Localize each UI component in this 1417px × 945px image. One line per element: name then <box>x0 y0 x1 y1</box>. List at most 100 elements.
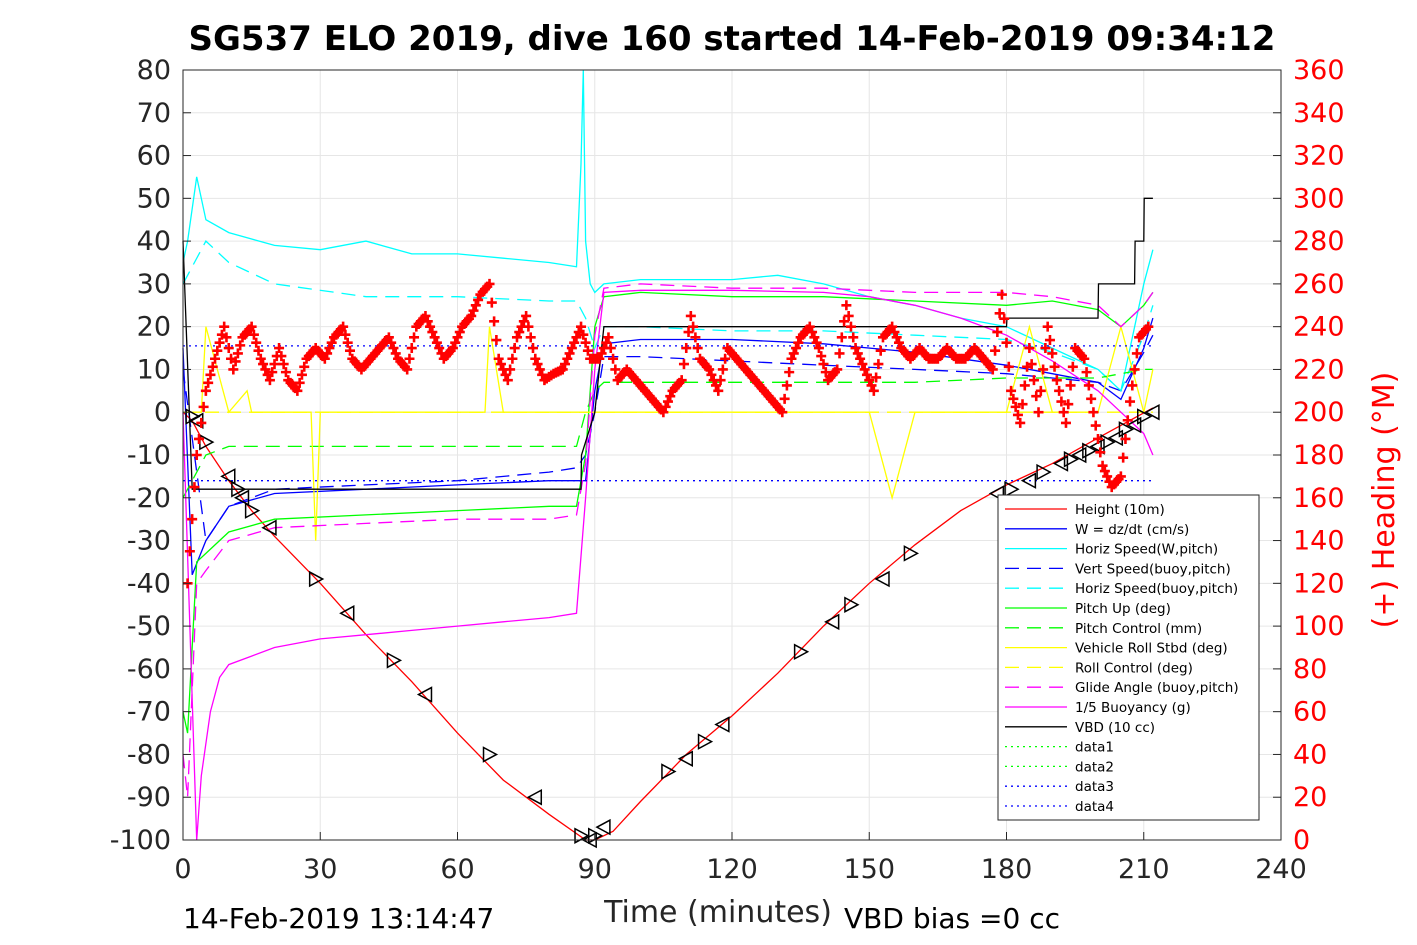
heading-point <box>1095 447 1106 458</box>
legend-label: Horiz Speed(W,pitch) <box>1075 542 1218 558</box>
heading-point <box>692 343 703 354</box>
heading-point <box>873 359 884 370</box>
height-marker <box>1144 403 1160 421</box>
heading-point <box>228 364 239 375</box>
heading-point <box>509 343 520 354</box>
heading-point <box>811 337 822 348</box>
heading-point <box>999 313 1010 324</box>
footer-timestamp: 14-Feb-2019 13:14:47 <box>183 902 494 935</box>
heading-point <box>1001 337 1012 348</box>
heading-point <box>717 364 728 375</box>
heading-point <box>187 514 198 525</box>
y2-tick-label: 340 <box>1293 98 1345 129</box>
heading-point <box>235 340 246 351</box>
y-tick-label: -40 <box>127 568 171 599</box>
heading-point <box>1040 343 1051 354</box>
x-tick-label: 150 <box>843 854 895 885</box>
y2-tick-label: 180 <box>1293 440 1345 471</box>
y-axis-right: 3603403203002802602402202001801601401201… <box>1273 55 1345 856</box>
y-tick-label: -10 <box>127 440 171 471</box>
heading-point <box>420 310 431 321</box>
heading-point <box>861 369 872 380</box>
height-marker <box>595 818 611 836</box>
height-marker <box>1100 433 1116 451</box>
heading-point <box>685 310 696 321</box>
height-marker <box>1137 408 1153 425</box>
y-tick-label: 80 <box>137 55 171 86</box>
heading-point <box>996 289 1007 300</box>
heading-point <box>406 343 417 354</box>
heading-point <box>1081 367 1092 378</box>
heading-point <box>326 337 337 348</box>
height-marker <box>1063 451 1080 468</box>
heading-point <box>212 345 223 356</box>
heading-point <box>1063 399 1074 410</box>
heading-point <box>1047 348 1058 359</box>
heading-point <box>342 337 353 348</box>
heading-point <box>1122 415 1133 426</box>
heading-point <box>992 327 1003 338</box>
heading-point <box>278 359 289 370</box>
heading-point <box>1044 335 1055 346</box>
height-marker <box>482 746 499 763</box>
height-marker <box>244 502 261 519</box>
heading-point <box>388 343 399 354</box>
y2-tick-label: 160 <box>1293 483 1345 514</box>
y-tick-label: 40 <box>137 226 171 257</box>
heading-point <box>665 391 676 402</box>
heading-point <box>527 343 538 354</box>
heading-point <box>434 343 445 354</box>
series-vert_buoy <box>182 334 1154 543</box>
y2-tick-label: 140 <box>1293 526 1345 557</box>
legend-label: data2 <box>1075 759 1114 775</box>
heading-point <box>255 353 266 364</box>
x-tick-label: 120 <box>706 854 758 885</box>
heading-point <box>1102 471 1113 482</box>
heading-point <box>491 335 502 346</box>
heading-point <box>1031 391 1042 402</box>
heading-point <box>990 345 1001 356</box>
height-marker <box>261 519 277 536</box>
heading-point <box>1086 393 1097 404</box>
heading-point <box>571 332 582 343</box>
heading-point <box>804 321 815 332</box>
heading-point <box>1008 393 1019 404</box>
heading-point <box>658 407 669 418</box>
heading-point <box>431 337 442 348</box>
y2-tick-label: 40 <box>1293 739 1327 770</box>
heading-point <box>486 297 497 308</box>
height-marker <box>1052 455 1069 472</box>
heading-point <box>425 321 436 332</box>
heading-point <box>390 348 401 359</box>
heading-point <box>232 348 243 359</box>
height-marker <box>661 763 677 780</box>
heading-point <box>450 337 461 348</box>
height-marker <box>714 716 730 733</box>
y-tick-label: -80 <box>127 739 171 770</box>
heading-point <box>866 380 877 391</box>
height-marker <box>231 480 247 498</box>
y2-tick-label: 320 <box>1293 141 1345 172</box>
heading-point <box>1056 396 1067 407</box>
heading-point <box>676 375 687 386</box>
heading-point <box>219 321 230 332</box>
heading-point <box>500 369 511 380</box>
heading-point <box>777 407 788 418</box>
y-tick-label: 30 <box>137 269 171 300</box>
heading-point <box>605 343 616 354</box>
heading-point <box>891 332 902 343</box>
heading-point <box>1051 375 1062 386</box>
x-axis: 0 30 60 90 120 150 180 210 240 <box>174 832 1307 885</box>
x-tick-label: 240 <box>1255 854 1307 885</box>
legend-label: Height (10m) <box>1075 502 1165 518</box>
y-tick-label: -30 <box>127 526 171 557</box>
heading-point <box>594 353 605 364</box>
y2-tick-label: 60 <box>1293 697 1327 728</box>
heading-point <box>688 321 699 332</box>
heading-point <box>1125 396 1136 407</box>
heading-point <box>781 380 792 391</box>
legend-label: VBD (10 cc) <box>1075 720 1155 736</box>
series-pitch_ctl <box>182 368 1153 499</box>
heading-point <box>1093 433 1103 444</box>
heading-point <box>710 380 721 391</box>
